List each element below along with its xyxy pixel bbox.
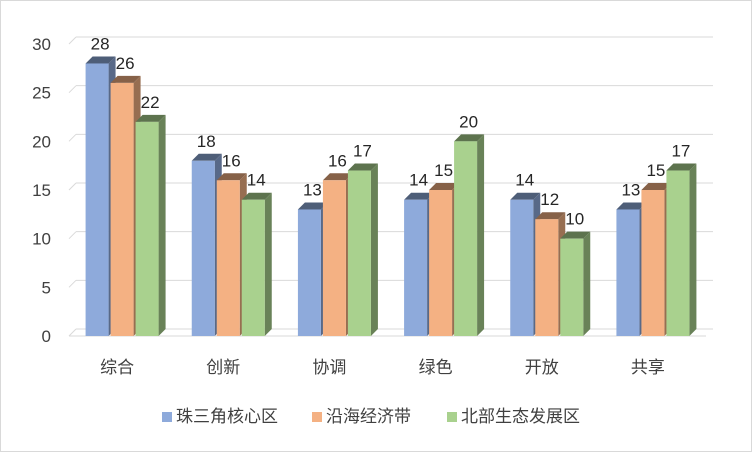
gridline-slant [68,85,77,94]
bar [560,238,584,336]
x-tick-label: 开放 [525,358,559,377]
data-label: 18 [197,132,216,151]
bar-top [560,231,591,239]
data-label: 16 [328,151,347,170]
bar [429,190,453,336]
bar [347,170,371,336]
bar-top [85,56,116,64]
bar-top [616,202,647,210]
gridline-slant [68,231,77,240]
bar-side [583,231,591,336]
data-label: 13 [303,180,322,199]
bar [535,219,559,336]
y-tick-label: 25 [32,84,51,103]
x-tick-label: 共享 [631,358,665,377]
bar-top [510,192,541,200]
data-label: 26 [116,54,135,73]
y-tick-label: 0 [42,327,51,346]
bar-top [454,134,485,142]
legend-label: 沿海经济带 [326,407,411,426]
y-tick-label: 30 [32,35,51,54]
bar-top [110,75,141,83]
x-tick-label: 创新 [206,358,240,377]
bar-top [347,163,378,171]
gridline-slant [68,328,77,337]
gridline-slant [68,279,77,288]
bar-top [535,212,566,220]
bar-side [158,114,166,336]
y-tick-label: 5 [42,278,51,297]
bar-top [191,153,222,161]
gridline-slant [68,133,77,142]
data-label: 16 [222,151,241,170]
data-label: 17 [671,142,690,161]
legend-swatch [162,412,172,422]
legend-label: 珠三角核心区 [176,407,278,426]
legend-label: 北部生态发展区 [461,407,580,426]
bar-top [429,183,460,190]
y-tick-label: 10 [32,230,51,249]
bar [616,209,640,336]
bar [191,160,215,336]
bar [297,209,321,336]
bar [510,199,534,336]
gridline-slant [68,182,77,191]
bar-top [297,202,328,210]
bar-top [322,173,353,181]
gridline-slant [68,36,77,45]
data-label: 15 [434,161,453,180]
bar-side [370,163,378,336]
bar-top [135,114,166,122]
bar [85,63,109,336]
x-tick-label: 绿色 [419,358,453,377]
data-label: 12 [540,190,559,209]
x-tick-label: 综合 [100,358,134,377]
data-label: 22 [141,93,160,112]
bar-top [216,173,247,181]
y-tick-label: 15 [32,181,51,200]
bar-top [241,192,272,200]
data-label: 10 [565,210,584,229]
bar [216,180,240,336]
bar [135,121,159,336]
bar [404,199,428,336]
legend-swatch [447,412,457,422]
bar-side [477,134,485,336]
bar [454,141,478,336]
bar-side [689,163,697,336]
bar [241,199,265,336]
data-label: 13 [621,180,640,199]
bar-side [264,192,272,336]
data-label: 15 [646,161,665,180]
bar [322,180,346,336]
data-label: 14 [515,171,534,190]
data-label: 14 [409,171,428,190]
data-label: 17 [353,142,372,161]
data-label: 20 [459,112,478,131]
data-label: 14 [247,171,266,190]
bar [110,82,134,336]
y-tick-label: 20 [32,132,51,151]
bar-top [404,192,435,200]
legend-swatch [312,412,322,422]
bar [641,190,665,336]
bar-top [641,183,672,190]
bar [666,170,690,336]
x-tick-label: 协调 [312,358,346,377]
data-label: 28 [91,34,110,53]
bar-top [666,163,697,171]
